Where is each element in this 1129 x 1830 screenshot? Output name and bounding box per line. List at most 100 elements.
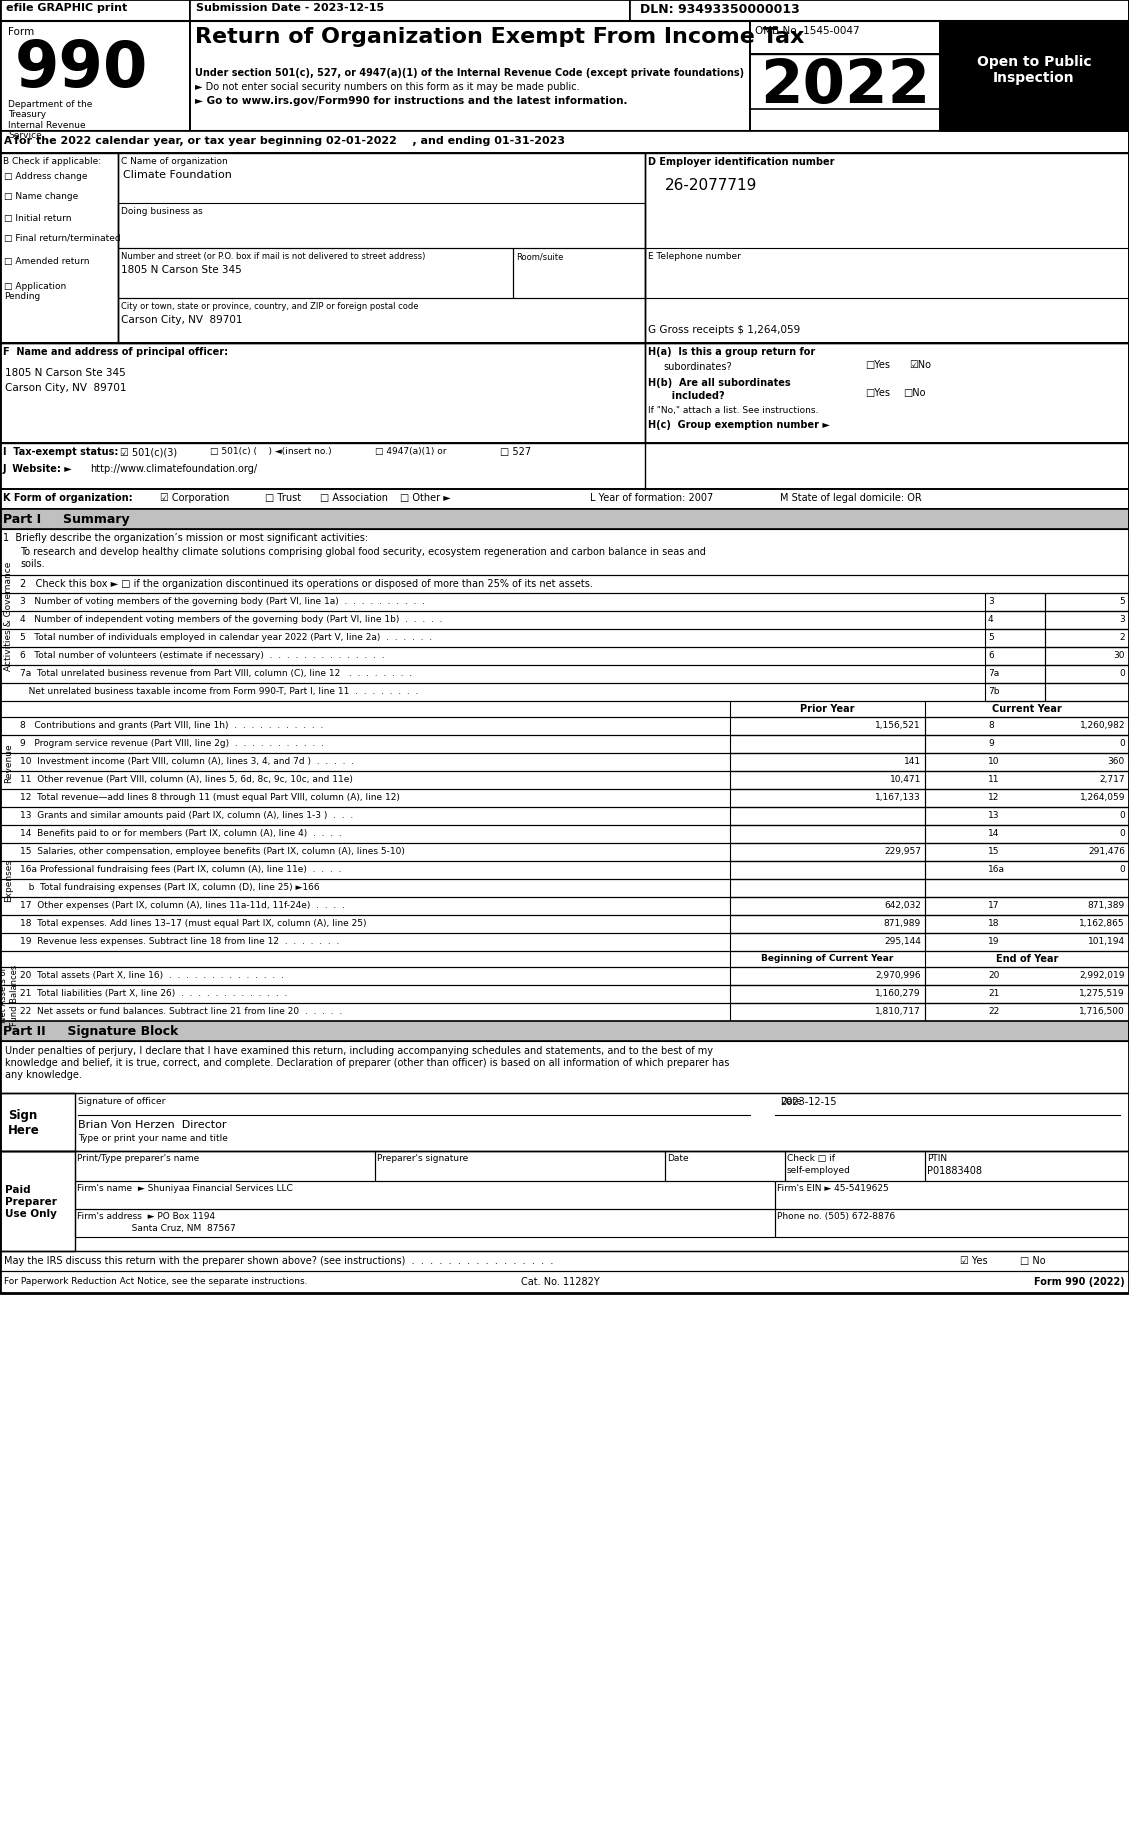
Text: If "No," attach a list. See instructions.: If "No," attach a list. See instructions… [648, 406, 819, 415]
Text: Doing business as: Doing business as [121, 207, 203, 216]
Bar [0, 736, 1129, 754]
Text: Current Year: Current Year [992, 703, 1062, 714]
Text: 2,970,996: 2,970,996 [875, 970, 921, 979]
Text: Part II     Signature Block: Part II Signature Block [3, 1025, 178, 1038]
Text: Carson City, NV  89701: Carson City, NV 89701 [5, 382, 126, 393]
Text: P01883408: P01883408 [927, 1166, 982, 1175]
Text: □ Final return/terminated: □ Final return/terminated [5, 234, 121, 243]
Bar [925, 862, 1129, 880]
Text: 6: 6 [988, 651, 994, 659]
Text: C Name of organization: C Name of organization [121, 157, 228, 167]
Text: ☑ Yes: ☑ Yes [960, 1255, 988, 1265]
Bar [0, 717, 1129, 736]
Text: Climate Foundation: Climate Foundation [123, 170, 231, 179]
Bar [630, 0, 1129, 22]
Bar [0, 576, 1129, 593]
Text: □ 527: □ 527 [500, 447, 531, 458]
Text: subordinates?: subordinates? [663, 362, 732, 371]
Text: 16a: 16a [988, 864, 1005, 873]
Bar [0, 529, 1129, 576]
Text: E Telephone number: E Telephone number [648, 253, 741, 262]
Bar [984, 630, 1045, 648]
Bar [730, 789, 925, 807]
Bar [645, 154, 1129, 344]
Bar [0, 986, 1129, 1003]
Text: □ Amended return: □ Amended return [5, 256, 89, 265]
Text: 4: 4 [988, 615, 994, 624]
Text: 9: 9 [988, 739, 994, 748]
Bar [75, 1210, 774, 1237]
Text: Net Assets or
Fund Balances: Net Assets or Fund Balances [0, 964, 19, 1025]
Text: 2,717: 2,717 [1100, 774, 1124, 783]
Bar [984, 684, 1045, 701]
Bar [0, 511, 1129, 529]
Bar [0, 344, 1129, 443]
Bar [730, 772, 925, 789]
Text: 1,810,717: 1,810,717 [875, 1007, 921, 1016]
Bar [730, 933, 925, 952]
Text: Brian Von Herzen  Director: Brian Von Herzen Director [78, 1120, 227, 1129]
Bar [750, 22, 940, 55]
Text: □ Name change: □ Name change [5, 192, 78, 201]
Text: For Paperwork Reduction Act Notice, see the separate instructions.: For Paperwork Reduction Act Notice, see … [5, 1276, 307, 1285]
Text: □ Application
Pending: □ Application Pending [5, 282, 67, 302]
Text: 871,389: 871,389 [1087, 900, 1124, 910]
Text: 2,992,019: 2,992,019 [1079, 970, 1124, 979]
Text: Return of Organization Exempt From Income Tax: Return of Organization Exempt From Incom… [195, 27, 804, 48]
Bar [984, 648, 1045, 666]
Text: □Yes: □Yes [865, 361, 890, 370]
Bar [925, 986, 1129, 1003]
Text: 7a  Total unrelated business revenue from Part VIII, column (C), line 12   .  . : 7a Total unrelated business revenue from… [20, 668, 412, 677]
Text: 14: 14 [988, 829, 999, 838]
Text: Part I     Summary: Part I Summary [3, 512, 130, 525]
Text: 5: 5 [988, 633, 994, 642]
Text: 16a Professional fundraising fees (Part IX, column (A), line 11e)  .  .  .  .: 16a Professional fundraising fees (Part … [20, 864, 341, 873]
Bar [0, 1252, 1129, 1272]
Text: Check □ if: Check □ if [787, 1153, 835, 1162]
Bar [0, 933, 1129, 952]
Text: 3: 3 [988, 597, 994, 606]
Text: 2023-12-15: 2023-12-15 [780, 1096, 837, 1107]
Text: Form: Form [8, 27, 34, 37]
Text: Carson City, NV  89701: Carson City, NV 89701 [121, 315, 243, 324]
Text: PTIN: PTIN [927, 1153, 947, 1162]
Bar [0, 880, 1129, 897]
Text: I  Tax-exempt status:: I Tax-exempt status: [3, 447, 119, 458]
Bar [984, 611, 1045, 630]
Bar [1045, 666, 1129, 684]
Text: 12  Total revenue—add lines 8 through 11 (must equal Part VIII, column (A), line: 12 Total revenue—add lines 8 through 11 … [20, 792, 400, 802]
Text: H(b)  Are all subordinates: H(b) Are all subordinates [648, 377, 790, 388]
Text: Sign
Here: Sign Here [8, 1109, 40, 1136]
Text: 17  Other expenses (Part IX, column (A), lines 11a-11d, 11f-24e)  .  .  .  .: 17 Other expenses (Part IX, column (A), … [20, 900, 344, 910]
Bar [730, 754, 925, 772]
Text: Room/suite: Room/suite [516, 253, 563, 262]
Text: 1,716,500: 1,716,500 [1079, 1007, 1124, 1016]
Bar [0, 1093, 75, 1151]
Bar [730, 825, 925, 844]
Bar [730, 986, 925, 1003]
Bar [0, 132, 1129, 154]
Text: Beginning of Current Year: Beginning of Current Year [761, 953, 893, 963]
Bar [1045, 611, 1129, 630]
Text: 1,156,521: 1,156,521 [875, 721, 921, 730]
Text: □ 501(c) (    ) ◄(insert no.): □ 501(c) ( ) ◄(insert no.) [210, 447, 332, 456]
Bar [785, 1151, 925, 1182]
Text: Signature of officer: Signature of officer [78, 1096, 165, 1105]
Text: Date: Date [667, 1153, 689, 1162]
Bar [750, 55, 940, 110]
Text: Type or print your name and title: Type or print your name and title [78, 1133, 228, 1142]
Bar [190, 0, 630, 22]
Text: 1,264,059: 1,264,059 [1079, 792, 1124, 802]
Text: B Check if applicable:: B Check if applicable: [3, 157, 102, 167]
Bar [0, 22, 1129, 132]
Text: 3   Number of voting members of the governing body (Part VI, line 1a)  .  .  .  : 3 Number of voting members of the govern… [20, 597, 425, 606]
Text: 101,194: 101,194 [1088, 937, 1124, 946]
Text: □ 4947(a)(1) or: □ 4947(a)(1) or [375, 447, 446, 456]
Text: F  Name and address of principal officer:: F Name and address of principal officer: [3, 348, 228, 357]
Bar [925, 968, 1129, 986]
Bar [925, 880, 1129, 897]
Bar [925, 1003, 1129, 1021]
Text: 642,032: 642,032 [884, 900, 921, 910]
Text: Submission Date - 2023-12-15: Submission Date - 2023-12-15 [196, 4, 384, 13]
Text: Firm's EIN ► 45-5419625: Firm's EIN ► 45-5419625 [777, 1184, 889, 1193]
